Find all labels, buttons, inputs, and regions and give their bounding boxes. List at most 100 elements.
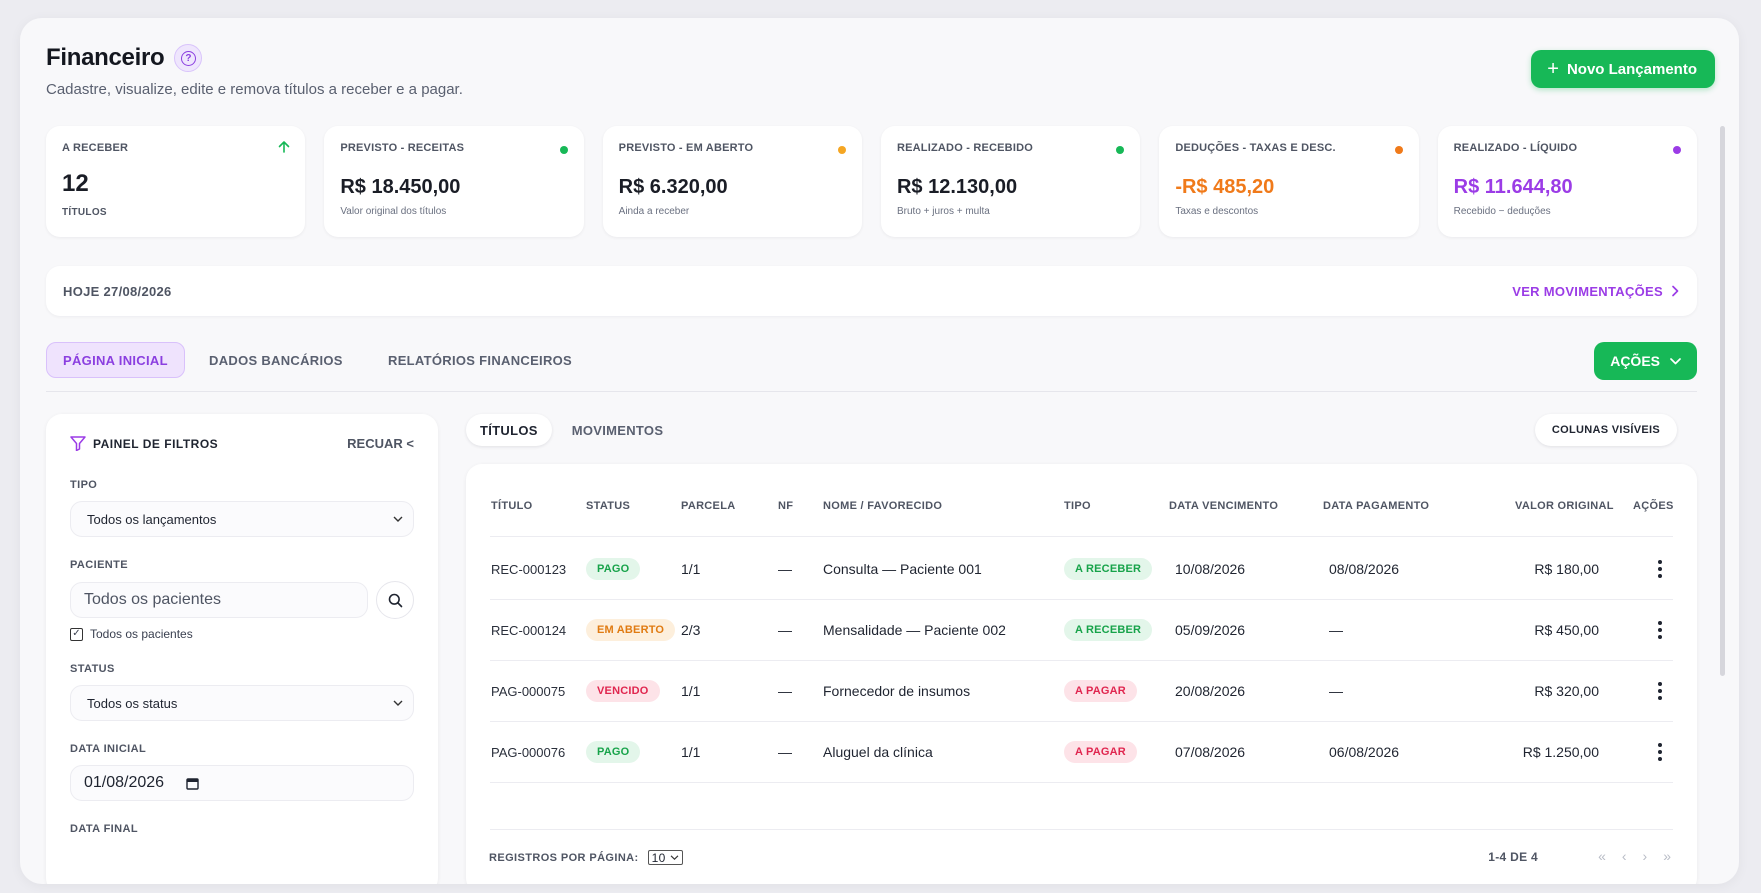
calendar-icon[interactable] (186, 777, 199, 790)
column-header[interactable]: NOME / FAVORECIDO (823, 500, 943, 512)
per-page-select[interactable]: 10 (647, 850, 683, 865)
column-header[interactable]: STATUS (586, 500, 631, 512)
row-actions-cell (1653, 722, 1667, 782)
cell-vencimento: 10/08/2026 (1175, 561, 1246, 577)
last-page-icon[interactable]: » (1663, 848, 1671, 864)
kpi-card-previsto-em-aberto: PREVISTO - EM ABERTO R$ 6.320,00 Ainda a… (602, 126, 862, 237)
tab-relatorios-financeiros[interactable]: RELATÓRIOS FINANCEIROS (388, 352, 573, 368)
arrow-up-icon (277, 140, 291, 159)
all-patients-checkbox-row[interactable]: ✓ Todos os pacientes (70, 627, 414, 641)
table-row[interactable]: REC-000124 EM ABERTO 2/3 — Mensalidade — Pac… (490, 600, 1673, 661)
chevron-down-icon (1670, 357, 1681, 364)
column-header[interactable]: PARCELA (681, 500, 736, 512)
page-subtitle: Cadastre, visualize, edite e remova títu… (46, 81, 463, 98)
help-icon[interactable]: ? (174, 44, 203, 72)
page-title: Financeiro (46, 44, 165, 71)
cell-valor: R$ 320,00 (1534, 683, 1599, 699)
column-header[interactable]: TÍTULO (491, 500, 533, 512)
column-header[interactable]: VALOR ORIGINAL (1515, 500, 1614, 512)
paciente-search-input[interactable]: Todos os pacientes (70, 582, 368, 618)
new-entry-button[interactable]: + Novo Lançamento (1531, 50, 1715, 88)
kpi-sub: Bruto + juros + multa (896, 206, 990, 217)
chevron-down-icon (670, 855, 679, 860)
cell-nome: Consulta — Paciente 001 (823, 561, 982, 577)
tab-pagina-inicial[interactable]: PÁGINA INICIAL (46, 342, 185, 378)
all-patients-checkbox-label: Todos os pacientes (90, 627, 193, 641)
app-window: Financeiro ? Cadastre, visualize, edite … (20, 18, 1739, 884)
column-header[interactable]: TIPO (1064, 500, 1091, 512)
status-dot-icon (1672, 146, 1681, 154)
cell-titulo: REC-000123 (491, 561, 567, 577)
status-select[interactable]: Todos os status (70, 685, 414, 721)
status-label: STATUS (70, 663, 115, 675)
today-bar: HOJE 27/08/2026 VER MOVIMENTAÇÕES (46, 266, 1697, 316)
status-badge: PAGO (586, 741, 641, 763)
today-date: HOJE 27/08/2026 (63, 283, 172, 299)
search-button[interactable] (376, 581, 414, 619)
type-badge-cell: A RECEBER (1064, 600, 1153, 660)
table-row[interactable]: REC-000123 PAGO 1/1 — Consulta — Paciente 00… (490, 539, 1673, 600)
more-options-icon[interactable] (1653, 743, 1667, 761)
row-actions-cell (1653, 600, 1667, 660)
table-row[interactable]: PAG-000075 VENCIDO 1/1 — Fornecedor de insum… (490, 661, 1673, 722)
kpi-label: A RECEBER (62, 142, 129, 154)
column-header[interactable]: DATA VENCIMENTO (1169, 500, 1279, 512)
column-header[interactable]: NF (778, 500, 794, 512)
next-page-icon[interactable]: › (1642, 848, 1648, 864)
more-options-icon[interactable] (1653, 560, 1667, 578)
cell-pagamento: — (1329, 622, 1343, 638)
tab-dados-bancarios[interactable]: DADOS BANCÁRIOS (209, 352, 343, 368)
chevron-down-icon (393, 516, 403, 522)
kpi-value: -R$ 485,20 (1175, 176, 1275, 198)
per-page-control: REGISTROS POR PÁGINA: 10 (489, 850, 683, 865)
row-actions-cell (1653, 539, 1667, 599)
more-options-icon[interactable] (1653, 682, 1667, 700)
status-badge-cell: EM ABERTO (586, 600, 676, 660)
tab-titulos[interactable]: TÍTULOS (466, 414, 552, 446)
cell-parcela: 2/3 (681, 622, 701, 638)
cell-nome: Aluguel da clínica (823, 744, 933, 760)
filter-panel-title: PAINEL DE FILTROS (70, 436, 218, 451)
status-badge-cell: VENCIDO (586, 661, 660, 721)
status-dot-icon (1394, 146, 1403, 154)
kpi-cards: A RECEBER 12 TÍTULOS PREVISTO - RECEITAS… (46, 126, 1697, 237)
table-row[interactable]: PAG-000076 PAGO 1/1 — Aluguel da clínica A PA… (490, 722, 1673, 783)
kpi-value: R$ 6.320,00 (618, 176, 728, 198)
kpi-value: 12 (62, 170, 89, 197)
all-patients-checkbox[interactable]: ✓ (70, 627, 83, 641)
pagination-controls: « ‹ › » (1598, 848, 1671, 864)
cell-valor: R$ 1.250,00 (1522, 744, 1599, 760)
cell-nf: — (778, 561, 792, 577)
kpi-sub: TÍTULOS (62, 207, 107, 218)
kpi-sub: Recebido − deduções (1453, 206, 1551, 217)
titles-table: TÍTULO STATUS PARCELA NF NOME / FAVORECI… (466, 464, 1697, 884)
actions-button[interactable]: AÇÕES (1594, 342, 1697, 380)
view-movements-link[interactable]: VER MOVIMENTAÇÕES (1512, 284, 1679, 299)
previous-page-icon[interactable]: ‹ (1621, 848, 1627, 864)
column-header[interactable]: DATA PAGAMENTO (1323, 500, 1430, 512)
scrollbar[interactable] (1720, 126, 1725, 676)
visible-columns-button[interactable]: COLUNAS VISÍVEIS (1534, 414, 1677, 446)
data-inicial-input[interactable]: 01/08/2026 (70, 765, 414, 801)
kpi-label: REALIZADO - RECEBIDO (896, 142, 1033, 154)
kpi-sub: Valor original dos títulos (340, 206, 447, 217)
tab-movimentos[interactable]: MOVIMENTOS (571, 422, 664, 438)
status-badge-cell: PAGO (586, 539, 641, 599)
kpi-label: PREVISTO - RECEITAS (340, 142, 465, 154)
kpi-card-realizado-recebido: REALIZADO - RECEBIDO R$ 12.130,00 Bruto … (880, 126, 1141, 237)
type-badge: A PAGAR (1064, 741, 1137, 763)
cell-parcela: 1/1 (681, 744, 701, 760)
sub-tabs: TÍTULOS MOVIMENTOS (466, 414, 677, 446)
kpi-label: DEDUÇÕES - TAXAS E DESC. (1175, 142, 1336, 154)
cell-valor: R$ 450,00 (1534, 622, 1599, 638)
cell-nome: Fornecedor de insumos (823, 683, 971, 699)
status-badge: EM ABERTO (586, 619, 676, 641)
filter-icon (70, 436, 86, 451)
pagination-range: 1-4 DE 4 (1488, 850, 1538, 864)
data-inicial-value: 01/08/2026 (84, 774, 165, 791)
tipo-select[interactable]: Todos os lançamentos (70, 501, 414, 537)
more-options-icon[interactable] (1653, 621, 1667, 639)
collapse-filters-button[interactable]: RECUAR < (347, 436, 414, 451)
first-page-icon[interactable]: « (1598, 848, 1606, 864)
plus-icon: + (1547, 58, 1559, 80)
